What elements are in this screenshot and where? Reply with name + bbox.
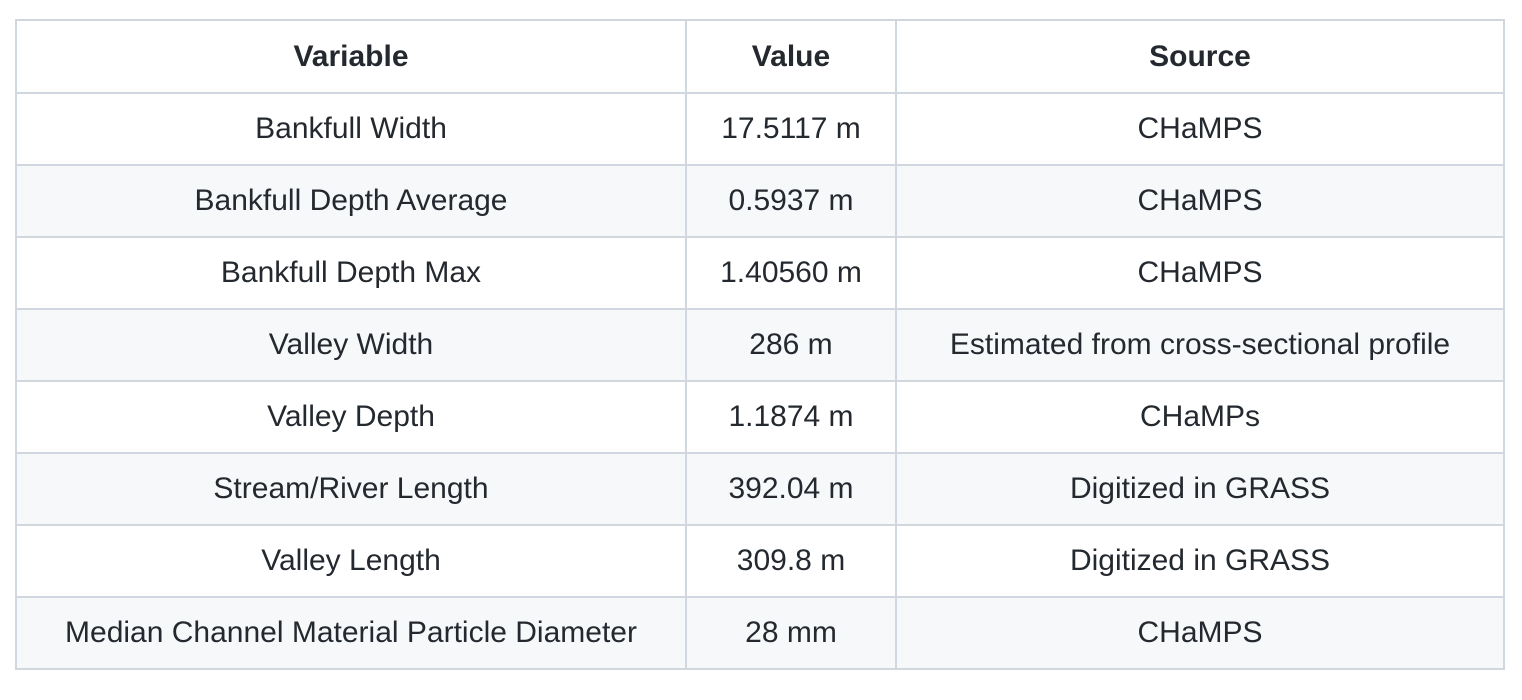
cell-source: CHaMPS [895,596,1505,670]
table-row: Stream/River Length 392.04 m Digitized i… [15,452,1505,526]
cell-value: 17.5117 m [685,92,897,166]
header-row: Variable Value Source [15,19,1505,94]
cell-variable: Bankfull Width [15,92,687,166]
table-row: Valley Length 309.8 m Digitized in GRASS [15,524,1505,598]
cell-value: 309.8 m [685,524,897,598]
cell-value: 28 mm [685,596,897,670]
table-row: Valley Width 286 m Estimated from cross-… [15,308,1505,382]
cell-value: 1.1874 m [685,380,897,454]
cell-value: 286 m [685,308,897,382]
variables-table: Variable Value Source Bankfull Width 17.… [15,19,1505,670]
cell-variable: Bankfull Depth Max [15,236,687,310]
cell-source: CHaMPS [895,92,1505,166]
cell-value: 392.04 m [685,452,897,526]
table-row: Valley Depth 1.1874 m CHaMPs [15,380,1505,454]
cell-source: CHaMPS [895,236,1505,310]
cell-variable: Median Channel Material Particle Diamete… [15,596,687,670]
table-body: Bankfull Width 17.5117 m CHaMPS Bankfull… [15,92,1505,670]
cell-source: Estimated from cross-sectional profile [895,308,1505,382]
table-row: Bankfull Depth Average 0.5937 m CHaMPS [15,164,1505,238]
cell-source: Digitized in GRASS [895,524,1505,598]
cell-value: 1.40560 m [685,236,897,310]
cell-value: 0.5937 m [685,164,897,238]
table-row: Bankfull Width 17.5117 m CHaMPS [15,92,1505,166]
cell-variable: Valley Depth [15,380,687,454]
header-source: Source [895,19,1505,94]
header-value: Value [685,19,897,94]
cell-variable: Bankfull Depth Average [15,164,687,238]
cell-variable: Valley Width [15,308,687,382]
cell-variable: Stream/River Length [15,452,687,526]
cell-source: CHaMPS [895,164,1505,238]
table-row: Bankfull Depth Max 1.40560 m CHaMPS [15,236,1505,310]
cell-source: Digitized in GRASS [895,452,1505,526]
table-header: Variable Value Source [15,19,1505,94]
table-row: Median Channel Material Particle Diamete… [15,596,1505,670]
header-variable: Variable [15,19,687,94]
cell-variable: Valley Length [15,524,687,598]
cell-source: CHaMPs [895,380,1505,454]
data-table-container: Variable Value Source Bankfull Width 17.… [15,19,1505,670]
